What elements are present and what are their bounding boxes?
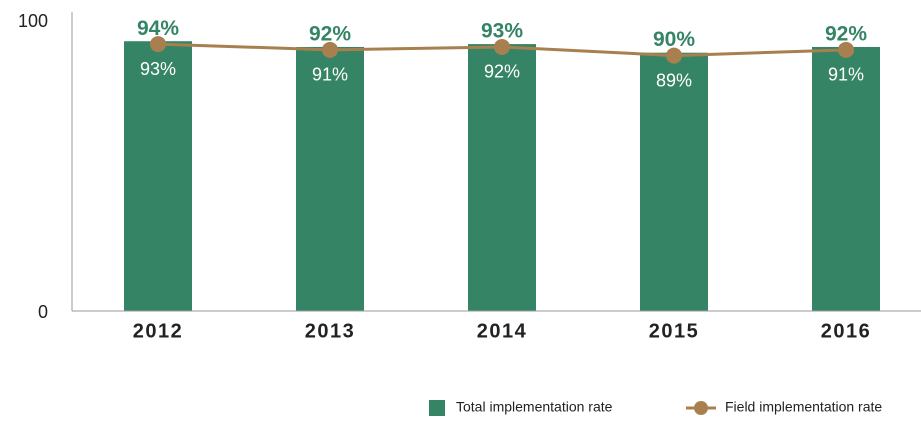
x-tick-label: 2013 (305, 320, 356, 342)
x-tick-label: 2012 (133, 320, 184, 342)
line-value-label: 91% (828, 65, 864, 85)
x-tick-label: 2016 (821, 320, 872, 342)
y-tick-label: 0 (38, 302, 48, 322)
bar (468, 44, 536, 312)
line-marker (838, 41, 854, 58)
bar (124, 41, 192, 311)
legend-label: Field implementation rate (725, 399, 882, 415)
line-marker (666, 47, 682, 64)
x-tick-label: 2014 (477, 320, 528, 342)
line-value-label: 89% (656, 70, 692, 90)
line-marker (322, 41, 338, 58)
legend-label: Total implementation rate (456, 399, 613, 415)
line-value-label: 92% (484, 62, 520, 82)
legend-marker (694, 401, 708, 415)
line-value-label: 93% (140, 59, 176, 79)
line-marker (150, 36, 166, 53)
bar (812, 46, 880, 312)
bar-value-label: 94% (137, 17, 179, 40)
y-tick-label: 100 (18, 11, 48, 31)
bar-value-label: 92% (309, 23, 351, 46)
x-tick-label: 2015 (649, 320, 700, 342)
bar (296, 46, 364, 312)
legend-swatch (429, 400, 445, 416)
line-value-label: 91% (312, 65, 348, 85)
bar-value-label: 90% (653, 28, 695, 51)
bar (640, 52, 708, 311)
line-marker (494, 38, 510, 55)
bar-value-label: 92% (825, 23, 867, 46)
bar-value-label: 93% (481, 20, 523, 43)
